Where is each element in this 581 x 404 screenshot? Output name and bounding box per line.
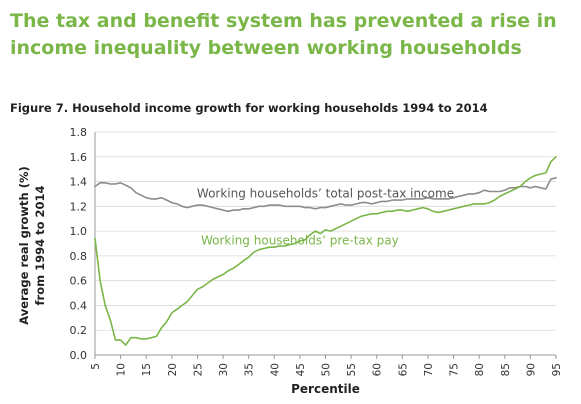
x-tick-label: 35 xyxy=(244,363,256,376)
x-tick-label: 50 xyxy=(321,363,333,376)
y-tick-label: 1.6 xyxy=(70,151,88,164)
y-axis-label-line: Average real growth (%) xyxy=(17,166,31,325)
x-tick-label: 45 xyxy=(295,363,307,376)
x-tick-label: 60 xyxy=(372,363,384,376)
x-tick-label: 10 xyxy=(116,363,128,376)
x-tick-label: 85 xyxy=(500,363,512,376)
x-tick-label: 70 xyxy=(423,363,435,376)
annotation-post-tax-income: Working households’ total post-tax incom… xyxy=(197,187,454,201)
x-tick-label: 75 xyxy=(449,363,461,376)
x-tick-label: 90 xyxy=(525,363,537,376)
annotation-pre-tax-pay: Working households’ pre-tax pay xyxy=(201,234,399,248)
y-tick-label: 0.6 xyxy=(70,275,88,288)
x-tick-label: 55 xyxy=(346,363,358,376)
y-tick-label: 1.8 xyxy=(70,126,88,139)
x-tick-label: 80 xyxy=(474,363,486,376)
chart-labels: 0.0 0.2 0.4 0.6 0.8 1.0 1.2 1.4 1.6 1.8 5 10 15 20 25 3… xyxy=(17,126,563,396)
x-tick-label: 5 xyxy=(90,363,102,370)
series-line-post-tax-income xyxy=(94,177,557,213)
x-tick-label: 25 xyxy=(192,363,204,376)
x-tick-label: 15 xyxy=(141,363,153,376)
y-tick-label: 0.8 xyxy=(70,250,88,263)
y-tick-label: 1.0 xyxy=(70,225,88,238)
x-axis-label: Percentile xyxy=(291,382,360,396)
figure-title: Figure 7. Household income growth for wo… xyxy=(10,101,488,115)
y-tick-label: 0.2 xyxy=(70,324,88,337)
x-tick-label: 40 xyxy=(269,363,281,376)
y-tick-label: 0.4 xyxy=(70,299,88,312)
y-tick-label: 1.4 xyxy=(70,176,88,189)
y-axis-label-line: from 1994 to 2014 xyxy=(33,186,47,306)
y-tick-label: 0.0 xyxy=(70,349,88,362)
series-line-pre-tax-pay xyxy=(94,156,557,346)
x-tick-label: 20 xyxy=(167,363,179,376)
series-lines xyxy=(94,156,557,346)
x-tick-label: 95 xyxy=(551,363,563,376)
gridlines xyxy=(95,131,556,331)
x-tick-label: 30 xyxy=(218,363,230,376)
headline: The tax and benefit system has prevented… xyxy=(10,10,557,59)
y-tick-label: 1.2 xyxy=(70,200,88,213)
x-tick-label: 65 xyxy=(397,363,409,376)
